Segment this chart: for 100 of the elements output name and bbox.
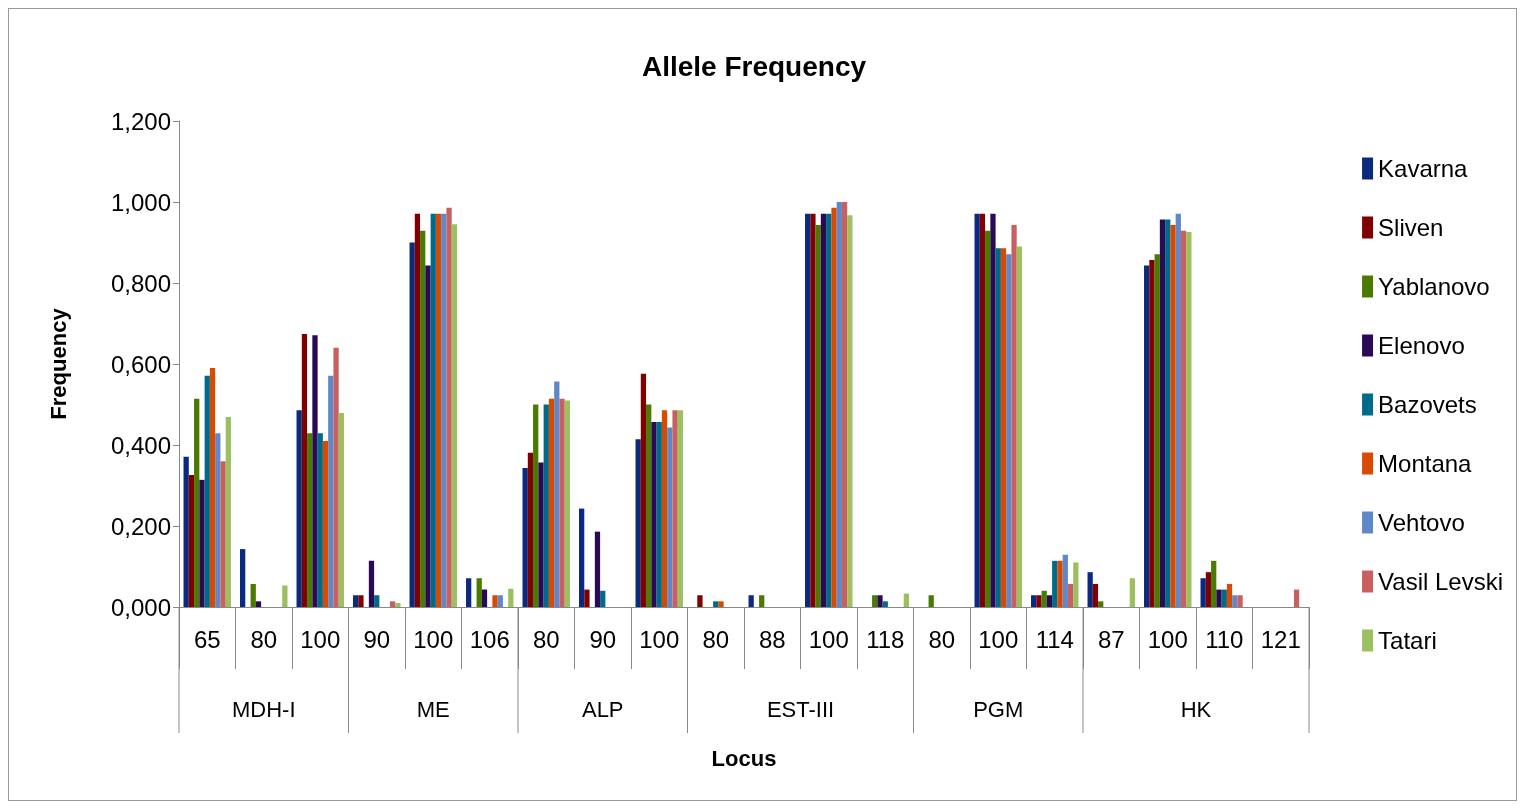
bar: [1154, 254, 1160, 607]
bar: [425, 265, 431, 607]
text: MDH-I: [231, 696, 296, 722]
bar: [1006, 254, 1012, 607]
bar: [1057, 560, 1063, 607]
bar: [579, 508, 585, 607]
bar: [1216, 589, 1222, 607]
x-tick-label: 121: [1260, 625, 1301, 653]
text: ME: [416, 696, 450, 722]
bar: [713, 601, 719, 607]
bar: [1052, 560, 1058, 607]
bar: [667, 427, 673, 607]
bar: [1073, 562, 1079, 607]
bar: [831, 207, 837, 607]
bar: [374, 595, 380, 607]
y-tick-label: 0,200: [110, 512, 171, 540]
x-tick-label: 90: [363, 625, 391, 653]
bar: [990, 213, 996, 607]
bar: [1170, 225, 1176, 607]
bar: [1031, 595, 1037, 607]
bar: [1129, 578, 1135, 607]
x-tick-label: 100: [808, 625, 849, 653]
bar: [240, 549, 246, 607]
bar: [430, 213, 436, 607]
bar: [199, 479, 205, 607]
bar: [836, 202, 842, 607]
bar: [928, 595, 934, 607]
y-axis-title: Frequency: [45, 307, 71, 420]
bar: [522, 468, 528, 607]
y-tick-label: 1,000: [110, 188, 171, 216]
y-tick-label: 0,600: [110, 350, 171, 378]
bar: [1232, 595, 1238, 607]
bar: [841, 202, 848, 607]
bar: [1205, 572, 1212, 607]
bar: [225, 417, 231, 607]
bar: [815, 225, 821, 607]
bar: [1211, 560, 1217, 607]
chart-title: Allele Frequency: [641, 50, 867, 82]
bar: [1159, 219, 1166, 607]
bar: [847, 215, 853, 607]
bar: [635, 439, 641, 607]
bar: [661, 410, 668, 607]
bar: [1092, 583, 1099, 607]
x-tick-label: 106: [469, 625, 510, 653]
bar: [1180, 230, 1187, 607]
bar: [559, 398, 565, 607]
bar: [204, 375, 210, 607]
bar: [358, 595, 364, 607]
text: HK: [1180, 696, 1212, 722]
bar: [322, 440, 329, 607]
bar: [640, 373, 647, 607]
legend-label: Bazovets: [1378, 391, 1477, 418]
bar: [1046, 595, 1053, 607]
bar: [1186, 231, 1192, 607]
bar: [564, 400, 570, 607]
bar: [1016, 246, 1022, 607]
bar: [481, 589, 488, 607]
bar: [1098, 601, 1104, 607]
bar: [333, 347, 339, 607]
bar: [600, 590, 606, 607]
bar: [1293, 589, 1300, 607]
bar: [255, 601, 262, 607]
legend-label: Tatari: [1378, 627, 1437, 654]
bar: [1062, 554, 1068, 607]
bar: [301, 334, 308, 607]
bar: [594, 531, 601, 607]
bar: [877, 595, 883, 607]
legend-label: Yablanovo: [1378, 273, 1490, 300]
bar: [543, 404, 549, 607]
legend-label: Elenovo: [1378, 332, 1465, 359]
x-tick-label: 110: [1205, 625, 1244, 653]
x-tick-label: 88: [758, 625, 786, 653]
bar: [979, 213, 986, 607]
x-axis-title: Locus: [711, 745, 777, 771]
bar: [414, 213, 421, 607]
bar: [538, 462, 544, 607]
x-tick-label: 87: [1097, 625, 1125, 653]
bar: [338, 413, 344, 607]
bar: [497, 595, 503, 607]
bar: [826, 213, 832, 607]
bar: [759, 595, 765, 607]
bar: [508, 588, 514, 607]
bar: [188, 474, 195, 607]
bar: [215, 433, 221, 607]
bar: [1221, 589, 1227, 607]
bar: [1041, 590, 1047, 607]
bar: [995, 248, 1001, 607]
bar: [466, 578, 472, 607]
text: EST-III: [766, 696, 835, 722]
bar: [435, 213, 442, 607]
x-tick-label: 100: [413, 625, 454, 653]
bar: [1067, 583, 1074, 607]
bar: [872, 595, 878, 607]
bar: [1144, 265, 1150, 607]
bar: [1175, 213, 1181, 607]
bar: [441, 213, 447, 607]
bar: [1237, 595, 1243, 607]
bar: [395, 602, 401, 607]
bar: [1165, 219, 1171, 607]
legend-label: Vasil Levski: [1378, 568, 1503, 595]
